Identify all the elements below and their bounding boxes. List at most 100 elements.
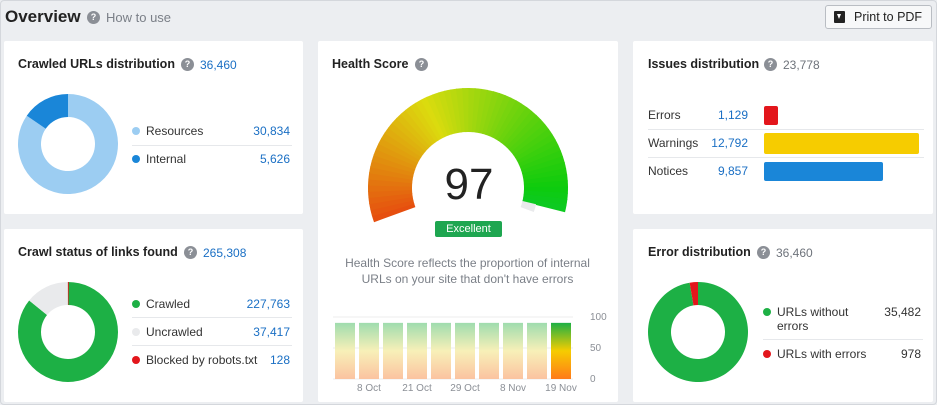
- gauge-segment: [449, 88, 462, 133]
- health-history-bar[interactable]: [503, 322, 523, 379]
- issue-label: Warnings: [648, 136, 699, 150]
- issue-value[interactable]: 1,129: [717, 108, 748, 122]
- print-to-pdf-button[interactable]: Print to PDF: [825, 5, 932, 29]
- donut-slice-blocked[interactable]: [67, 282, 69, 306]
- issue-value[interactable]: 9,857: [717, 164, 748, 178]
- health-history-bar[interactable]: [431, 322, 451, 379]
- health-score-gauge: [368, 88, 568, 223]
- legend-item[interactable]: URLs without errors 35,482: [763, 305, 921, 335]
- gauge-segment: [378, 137, 420, 164]
- issue-bar-warnings[interactable]: [764, 133, 919, 154]
- donut-slice-without-errors[interactable]: [648, 282, 748, 382]
- gauge-segment: [522, 197, 567, 213]
- health-history-bar[interactable]: [407, 322, 427, 379]
- gauge-segment: [369, 196, 414, 211]
- question-circle-icon[interactable]: ?: [184, 246, 197, 259]
- issue-value[interactable]: 12,792: [711, 136, 748, 150]
- gauge-segment: [415, 99, 443, 141]
- card-title: Error distribution: [648, 245, 751, 259]
- how-to-use-link[interactable]: How to use: [106, 10, 172, 25]
- legend-value[interactable]: 227,763: [246, 297, 290, 311]
- gauge-segment: [478, 89, 495, 134]
- donut-slice-resources[interactable]: [18, 94, 118, 194]
- crawled-urls-card: Crawled URLs distribution ? 36,460 Resou…: [4, 41, 303, 214]
- legend-value[interactable]: 30,834: [253, 124, 290, 138]
- gauge-segment: [371, 203, 416, 223]
- legend-value[interactable]: 5,626: [259, 152, 290, 166]
- x-tick-label: 19 Nov: [545, 383, 577, 394]
- gauge-segment: [437, 90, 456, 135]
- crawl-status-total[interactable]: 265,308: [203, 246, 247, 260]
- gauge-segment: [518, 144, 561, 168]
- gauge-segment: [370, 199, 415, 217]
- legend-value[interactable]: 37,417: [253, 325, 290, 339]
- legend-value[interactable]: 128: [269, 353, 290, 367]
- gauge-segment: [519, 150, 564, 171]
- health-history-bar[interactable]: [455, 322, 475, 379]
- legend-dot: [763, 308, 771, 316]
- gauge-segment: [515, 133, 556, 162]
- health-history-chart: 100 50 0 8 Oct 21 Oct 29 Oct 8 Nov 19 Nov: [333, 312, 607, 394]
- gauge-segment: [368, 189, 413, 199]
- question-circle-icon[interactable]: ?: [87, 11, 100, 24]
- gauge-segment: [523, 190, 568, 200]
- health-score-value: 97: [444, 160, 494, 209]
- divider: [648, 129, 924, 130]
- health-history-bar[interactable]: [527, 322, 547, 379]
- crawled-urls-total[interactable]: 36,460: [200, 58, 237, 72]
- y-tick-label: 0: [590, 374, 596, 385]
- gauge-segment: [375, 142, 419, 167]
- gauge-segment: [373, 148, 417, 170]
- issue-row-notices[interactable]: Notices 9,857: [648, 164, 758, 180]
- health-history-bar[interactable]: [479, 322, 499, 379]
- legend-value: 978: [900, 347, 921, 361]
- question-circle-icon[interactable]: ?: [415, 58, 428, 71]
- gauge-segment: [522, 162, 567, 178]
- y-tick-label: 100: [590, 312, 607, 323]
- health-history-bar[interactable]: [383, 322, 403, 379]
- gauge-segment: [405, 105, 437, 145]
- issues-distribution-card: Issues distribution ? 23,778: [633, 41, 933, 214]
- issue-row-warnings[interactable]: Warnings 12,792: [648, 136, 758, 152]
- download-icon: [834, 11, 845, 23]
- legend-label: URLs without errors: [777, 305, 848, 333]
- legend-value: 35,482: [884, 305, 921, 319]
- donut-slice-crawled[interactable]: [18, 282, 118, 382]
- issues-total: 23,778: [783, 58, 820, 72]
- donut-slice-uncrawled[interactable]: [29, 282, 68, 315]
- gauge-segment: [368, 193, 413, 205]
- question-circle-icon[interactable]: ?: [757, 246, 770, 259]
- legend-dot: [132, 356, 140, 364]
- donut-slice-internal[interactable]: [26, 94, 68, 129]
- gauge-segment: [522, 168, 568, 181]
- divider: [132, 317, 292, 318]
- donut-slice-with-errors[interactable]: [689, 282, 698, 306]
- gauge-segment: [420, 96, 446, 139]
- issue-bar-errors[interactable]: [764, 106, 778, 125]
- issue-bar-notices[interactable]: [764, 162, 884, 181]
- gauge-segment: [497, 103, 528, 143]
- issue-row-errors[interactable]: Errors 1,129: [648, 108, 758, 124]
- legend-label-line: errors: [777, 319, 809, 333]
- error-distribution-card: Error distribution ? 36,460 URLs without…: [633, 229, 933, 402]
- header: Overview ? How to use Print to PDF: [0, 0, 937, 36]
- gauge-segment: [388, 122, 426, 155]
- crawl-status-donut: [18, 282, 118, 382]
- legend-dot: [763, 350, 771, 358]
- health-history-bar[interactable]: [359, 322, 379, 379]
- gauge-segment: [370, 160, 415, 177]
- legend-label: Blocked by robots.txt: [146, 353, 258, 367]
- gauge-remainder: [520, 200, 537, 212]
- gauge-segment: [494, 100, 523, 141]
- legend-dot: [132, 300, 140, 308]
- question-circle-icon[interactable]: ?: [181, 58, 194, 71]
- page-title: Overview: [5, 7, 81, 26]
- gauge-segment: [521, 156, 565, 175]
- gauge-segment: [368, 172, 413, 184]
- divider: [763, 339, 923, 340]
- x-tick-label: 8 Oct: [357, 383, 381, 394]
- health-history-bar[interactable]: [551, 322, 571, 379]
- gauge-segment: [523, 194, 568, 207]
- question-circle-icon[interactable]: ?: [764, 58, 777, 71]
- health-history-bar[interactable]: [335, 322, 355, 379]
